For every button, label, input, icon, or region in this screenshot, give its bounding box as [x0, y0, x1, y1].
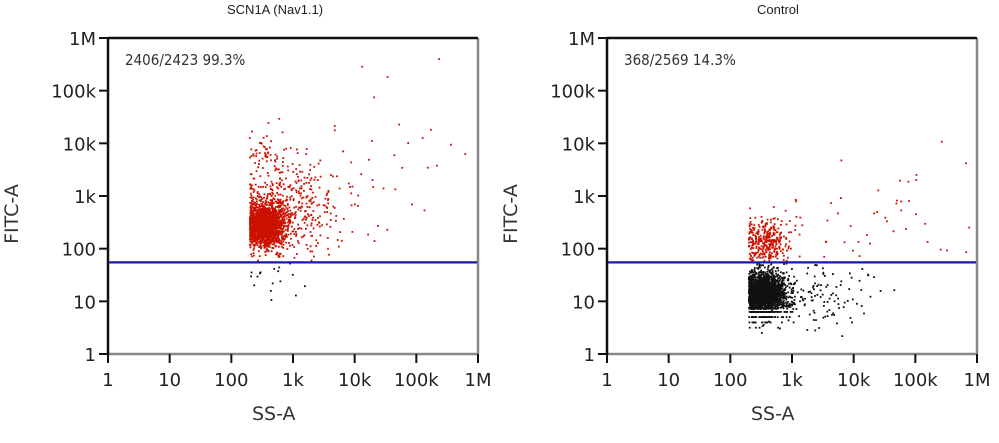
x-tick-label: 10k	[338, 370, 372, 391]
y-tick-label: 100k	[550, 82, 595, 103]
x-tick-label: 1M	[964, 370, 991, 391]
y-tick-label: 1k	[74, 187, 96, 208]
x-tick-label: 1k	[282, 370, 304, 391]
event-points	[248, 58, 467, 301]
x-tick-label: 10k	[837, 370, 871, 391]
y-tick-label: 100	[561, 240, 595, 261]
y-axis-label: FITC-A	[0, 184, 23, 244]
y-tick-label: 100	[62, 240, 96, 261]
y-tick-label: 10	[572, 292, 595, 313]
x-tick-label: 100	[713, 370, 747, 391]
x-tick-label: 1	[102, 370, 113, 391]
y-tick-label: 10	[73, 292, 96, 313]
x-tick-label: 1k	[781, 370, 803, 391]
x-tick-label: 10	[158, 370, 181, 391]
panel-control: Control 368/2569 14.3% 1M 100k 10k 1k 100 10 1 1…	[499, 0, 998, 443]
y-tick-label: 1M	[568, 29, 595, 50]
y-tick-label: 1k	[573, 187, 595, 208]
x-tick-label: 100	[214, 370, 248, 391]
x-tick-label: 1	[601, 370, 612, 391]
event-points	[747, 140, 971, 337]
gate-stat-label: 2406/2423 99.3%	[125, 51, 246, 69]
panel-title: Control	[757, 2, 799, 17]
x-axis-label: SS-A	[751, 403, 795, 425]
gate-stat-label: 368/2569 14.3%	[624, 51, 736, 69]
y-tick-label: 10k	[562, 134, 596, 155]
y-tick-label: 10k	[63, 134, 97, 155]
x-tick-label: 1M	[465, 370, 492, 391]
x-tick-label: 10	[657, 370, 680, 391]
scatter-plot: 368/2569 14.3% 1M 100k 10k 1k 100 10 11 10 100 1k 1…	[550, 29, 991, 391]
y-tick-label: 100k	[51, 82, 96, 103]
panel-title: SCN1A (Nav1.1)	[227, 2, 324, 17]
x-axis-label: SS-A	[252, 403, 296, 425]
x-tick-label: 100k	[893, 370, 938, 391]
y-tick-label: 1	[584, 345, 595, 366]
y-tick-label: 1	[85, 345, 96, 366]
x-tick-label: 100k	[394, 370, 439, 391]
panel-scn1a: SCN1A (Nav1.1) 2406/2423 99.3% 1M 100k 10k 1…	[0, 0, 499, 443]
y-tick-label: 1M	[69, 29, 96, 50]
y-axis-label: FITC-A	[499, 184, 522, 244]
scatter-plot: 2406/2423 99.3% 1M 100k 10k 1k 100 10 11 10 100 1k…	[51, 29, 492, 391]
